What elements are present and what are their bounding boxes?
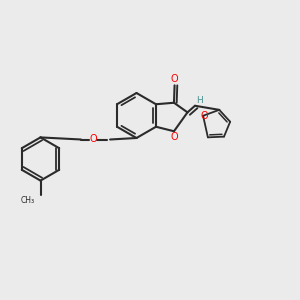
Text: H: H [196,97,203,106]
Text: O: O [89,134,97,145]
Text: O: O [171,74,178,84]
Text: O: O [171,132,178,142]
Text: CH₃: CH₃ [21,196,35,205]
Text: O: O [200,111,208,121]
